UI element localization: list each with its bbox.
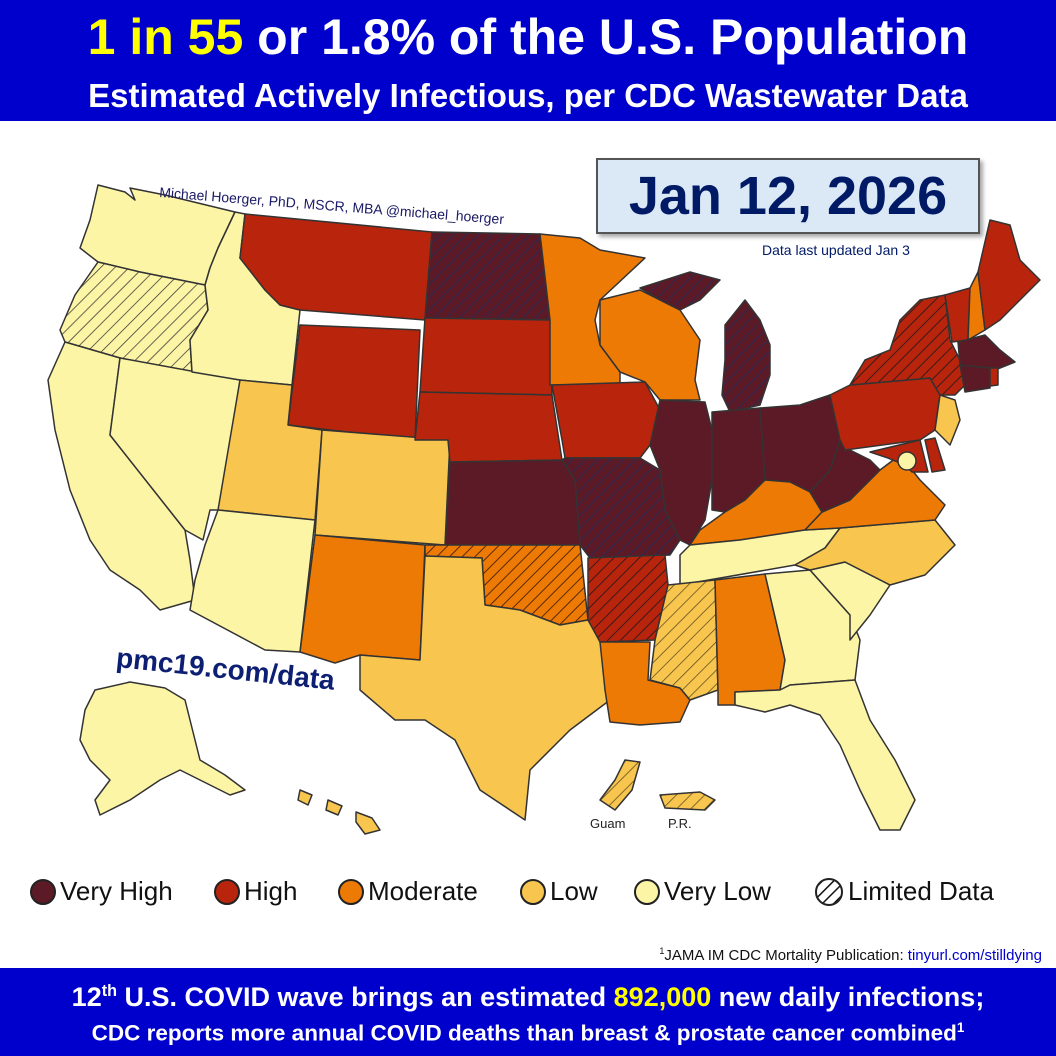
headline: 1 in 55 or 1.8% of the U.S. Population — [0, 12, 1056, 62]
state-ar — [587, 554, 669, 643]
legend-swatch-moderate — [338, 878, 364, 905]
state-fl — [734, 679, 916, 831]
legend-swatch-very-low — [634, 878, 660, 905]
guam-label: Guam — [590, 816, 626, 831]
territory-guam — [599, 759, 641, 811]
legend-item-very-high: Very High — [30, 876, 173, 907]
daily-infections-number: 892,000 — [613, 982, 712, 1012]
legend-swatch-limited-data — [815, 877, 843, 906]
bottom-line-1: 12th U.S. COVID wave brings an estimated… — [0, 982, 1056, 1013]
dc-marker — [897, 451, 917, 471]
state-nc — [794, 519, 956, 586]
legend-swatch-high — [214, 878, 240, 905]
bottom-line-2: CDC reports more annual COVID deaths tha… — [91, 1020, 965, 1046]
subheadline: Estimated Actively Infectious, per CDC W… — [88, 77, 968, 114]
state-ma — [957, 334, 1016, 371]
bottom-line-1-prefix: U.S. COVID wave brings an estimated — [124, 982, 614, 1012]
date-display: Jan 12, 2026 — [596, 158, 980, 234]
state-ri — [989, 367, 999, 387]
legend-item-moderate: Moderate — [338, 876, 478, 907]
us-map — [47, 184, 1041, 835]
legend-label: High — [244, 876, 298, 906]
state-ks — [444, 459, 581, 549]
legend-item-low: Low — [520, 876, 598, 907]
state-az — [189, 509, 316, 653]
state-nm — [299, 534, 426, 664]
legend-item-limited-data: Limited Data — [814, 876, 994, 907]
state-sd — [419, 317, 553, 396]
legend-label: Limited Data — [848, 876, 994, 906]
legend-label: Very High — [60, 876, 173, 906]
state-co — [314, 429, 451, 546]
bottom-banner: 12th U.S. COVID wave brings an estimated… — [0, 968, 1056, 1056]
state-de — [924, 437, 946, 473]
state-ia — [551, 381, 661, 459]
headline-rest: or 1.8% of the U.S. Population — [243, 9, 969, 65]
state-pa — [829, 377, 941, 451]
legend: Very High High Moderate Low Very Low Lim… — [0, 876, 1056, 916]
state-ak — [79, 681, 246, 816]
footnote-link[interactable]: tinyurl.com/stilldying — [907, 947, 1042, 964]
state-me — [977, 219, 1041, 331]
state-tx — [359, 555, 611, 821]
wave-ordinal: 12 — [71, 982, 102, 1012]
state-la — [599, 641, 691, 726]
state-wy — [287, 324, 421, 441]
legend-label: Low — [550, 876, 598, 906]
state-mn — [539, 233, 646, 386]
territory-pr — [659, 791, 716, 811]
bottom-line-2-text: CDC reports more annual COVID deaths tha… — [91, 1020, 957, 1046]
legend-label: Very Low — [664, 876, 771, 906]
header-banner: 1 in 55 or 1.8% of the U.S. Population E… — [0, 0, 1056, 121]
headline-highlight: 1 in 55 — [87, 9, 244, 65]
pr-label: P.R. — [668, 816, 692, 831]
state-mi — [639, 271, 771, 413]
legend-item-high: High — [214, 876, 297, 907]
bottom-line-1-suffix: new daily infections; — [711, 982, 985, 1012]
wave-ordinal-suffix: th — [101, 982, 117, 1000]
state-nd — [424, 231, 551, 321]
legend-swatch-very-high — [30, 878, 56, 905]
state-hi — [297, 789, 381, 835]
legend-item-very-low: Very Low — [634, 876, 771, 907]
state-nj — [934, 394, 961, 446]
state-mo — [561, 457, 681, 559]
legend-label: Moderate — [368, 876, 478, 906]
footnote-text: JAMA IM CDC Mortality Publication: — [664, 947, 908, 964]
legend-swatch-low — [520, 878, 546, 905]
state-ct — [959, 364, 991, 393]
data-updated-note: Data last updated Jan 3 — [762, 242, 910, 258]
footnote: 1JAMA IM CDC Mortality Publication: tiny… — [659, 946, 1042, 964]
